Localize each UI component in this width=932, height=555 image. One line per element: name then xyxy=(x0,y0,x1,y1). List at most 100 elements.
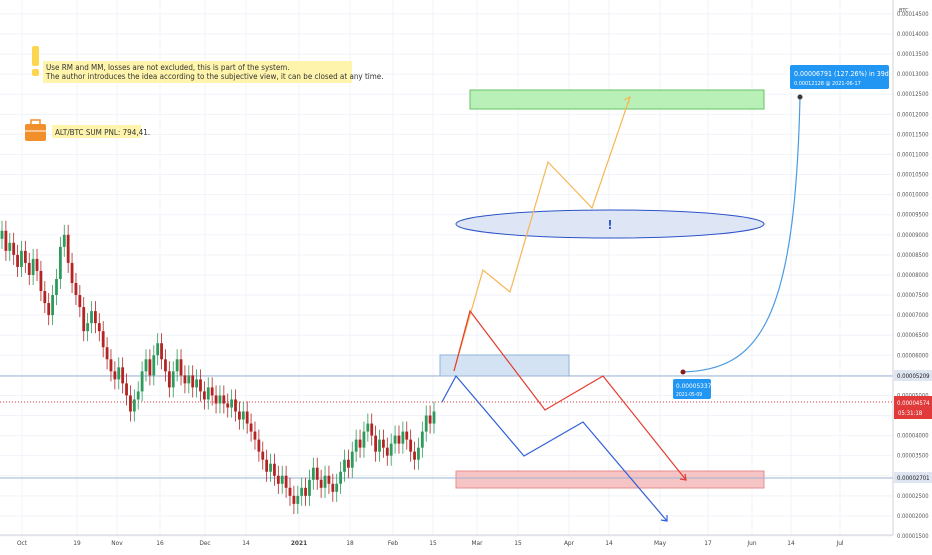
candle-body[interactable] xyxy=(420,431,424,448)
candle-body[interactable] xyxy=(171,371,175,388)
projection-curve[interactable] xyxy=(682,96,801,373)
candle-body[interactable] xyxy=(113,371,117,380)
candle-body[interactable] xyxy=(175,359,179,372)
candle-body[interactable] xyxy=(97,323,101,332)
candle-body[interactable] xyxy=(343,459,346,472)
candle-body[interactable] xyxy=(164,359,167,372)
candle-body[interactable] xyxy=(86,323,90,332)
candle-body[interactable] xyxy=(241,411,245,420)
candle-body[interactable] xyxy=(90,311,93,324)
candle-body[interactable] xyxy=(413,451,416,460)
candle-body[interactable] xyxy=(8,242,12,251)
candle-body[interactable] xyxy=(101,331,105,348)
orange-scenario-path[interactable] xyxy=(453,96,631,372)
candle-body[interactable] xyxy=(362,431,366,448)
candle-body[interactable] xyxy=(261,451,265,460)
candle-body[interactable] xyxy=(214,395,218,404)
candle-body[interactable] xyxy=(58,246,62,279)
candle-body[interactable] xyxy=(39,270,43,292)
candle-body[interactable] xyxy=(74,282,78,296)
candle-body[interactable] xyxy=(397,435,401,444)
candle-body[interactable] xyxy=(156,343,160,356)
candle-body[interactable] xyxy=(428,415,432,424)
ellipse-shape[interactable] xyxy=(455,209,765,239)
candle-body[interactable] xyxy=(304,487,307,496)
candle-body[interactable] xyxy=(136,391,140,400)
candle-body[interactable] xyxy=(276,475,280,484)
candle-body[interactable] xyxy=(393,435,397,444)
candle-body[interactable] xyxy=(4,230,8,251)
candle-body[interactable] xyxy=(222,395,226,404)
candle-body[interactable] xyxy=(354,439,358,452)
candle-body[interactable] xyxy=(432,411,436,424)
candle-body[interactable] xyxy=(66,234,70,263)
candle-body[interactable] xyxy=(82,307,86,332)
candle-body[interactable] xyxy=(129,395,132,412)
candle-body[interactable] xyxy=(288,487,292,496)
candle-body[interactable] xyxy=(0,230,4,239)
entry-zone[interactable] xyxy=(439,354,570,377)
candle-body[interactable] xyxy=(269,463,272,472)
risk-zone[interactable] xyxy=(455,470,765,489)
candle-body[interactable] xyxy=(94,311,97,324)
candle-body[interactable] xyxy=(370,423,374,436)
candle-body[interactable] xyxy=(167,371,171,388)
candle-body[interactable] xyxy=(70,262,74,283)
candle-body[interactable] xyxy=(280,475,284,484)
candle-body[interactable] xyxy=(62,234,66,247)
candle-body[interactable] xyxy=(331,483,335,492)
candle-body[interactable] xyxy=(191,375,195,388)
candle-body[interactable] xyxy=(249,423,253,432)
candle-body[interactable] xyxy=(300,487,304,496)
projection-start-dot[interactable] xyxy=(680,369,686,375)
candle-body[interactable] xyxy=(183,375,187,384)
candles[interactable] xyxy=(0,220,436,514)
candle-body[interactable] xyxy=(55,278,58,296)
candle-body[interactable] xyxy=(132,399,136,412)
candle-body[interactable] xyxy=(195,379,198,388)
candle-body[interactable] xyxy=(409,439,413,452)
candle-body[interactable] xyxy=(160,343,163,360)
candle-body[interactable] xyxy=(105,347,109,360)
candle-body[interactable] xyxy=(234,399,237,412)
candle-body[interactable] xyxy=(366,423,370,432)
projection-end-dot[interactable] xyxy=(797,94,803,100)
candle-body[interactable] xyxy=(296,495,300,504)
candle-body[interactable] xyxy=(319,479,323,488)
candle-body[interactable] xyxy=(47,303,51,316)
candle-body[interactable] xyxy=(358,439,362,448)
candle-body[interactable] xyxy=(374,435,378,452)
candle-body[interactable] xyxy=(140,371,144,392)
candle-body[interactable] xyxy=(389,443,393,456)
candle-body[interactable] xyxy=(405,431,409,440)
blue-scenario-path[interactable] xyxy=(441,374,668,522)
candle-body[interactable] xyxy=(179,359,183,376)
candle-body[interactable] xyxy=(417,447,420,460)
candle-body[interactable] xyxy=(27,262,31,275)
candle-body[interactable] xyxy=(401,431,405,444)
candle-body[interactable] xyxy=(292,495,296,504)
candle-body[interactable] xyxy=(257,439,261,452)
candle-body[interactable] xyxy=(31,258,35,275)
candle-body[interactable] xyxy=(238,411,241,420)
red-scenario-path[interactable] xyxy=(453,309,687,481)
candle-body[interactable] xyxy=(43,291,47,304)
candle-body[interactable] xyxy=(152,355,156,376)
candle-body[interactable] xyxy=(350,451,354,468)
candle-body[interactable] xyxy=(206,387,210,400)
candle-body[interactable] xyxy=(125,383,128,396)
candle-body[interactable] xyxy=(51,295,54,316)
candle-body[interactable] xyxy=(23,250,27,263)
time-axis[interactable]: Oct 19 Nov 16 Dec 14 2021 18 Feb 15 Mar 15 Apr 14 May 1… xyxy=(17,539,844,547)
candle-body[interactable] xyxy=(335,483,339,492)
candle-body[interactable] xyxy=(218,395,222,404)
candle-body[interactable] xyxy=(199,379,202,392)
candle-body[interactable] xyxy=(385,447,389,456)
candle-body[interactable] xyxy=(327,475,331,484)
candle-body[interactable] xyxy=(346,459,350,468)
candle-body[interactable] xyxy=(378,439,381,452)
candle-body[interactable] xyxy=(230,399,234,408)
candle-body[interactable] xyxy=(311,467,315,480)
